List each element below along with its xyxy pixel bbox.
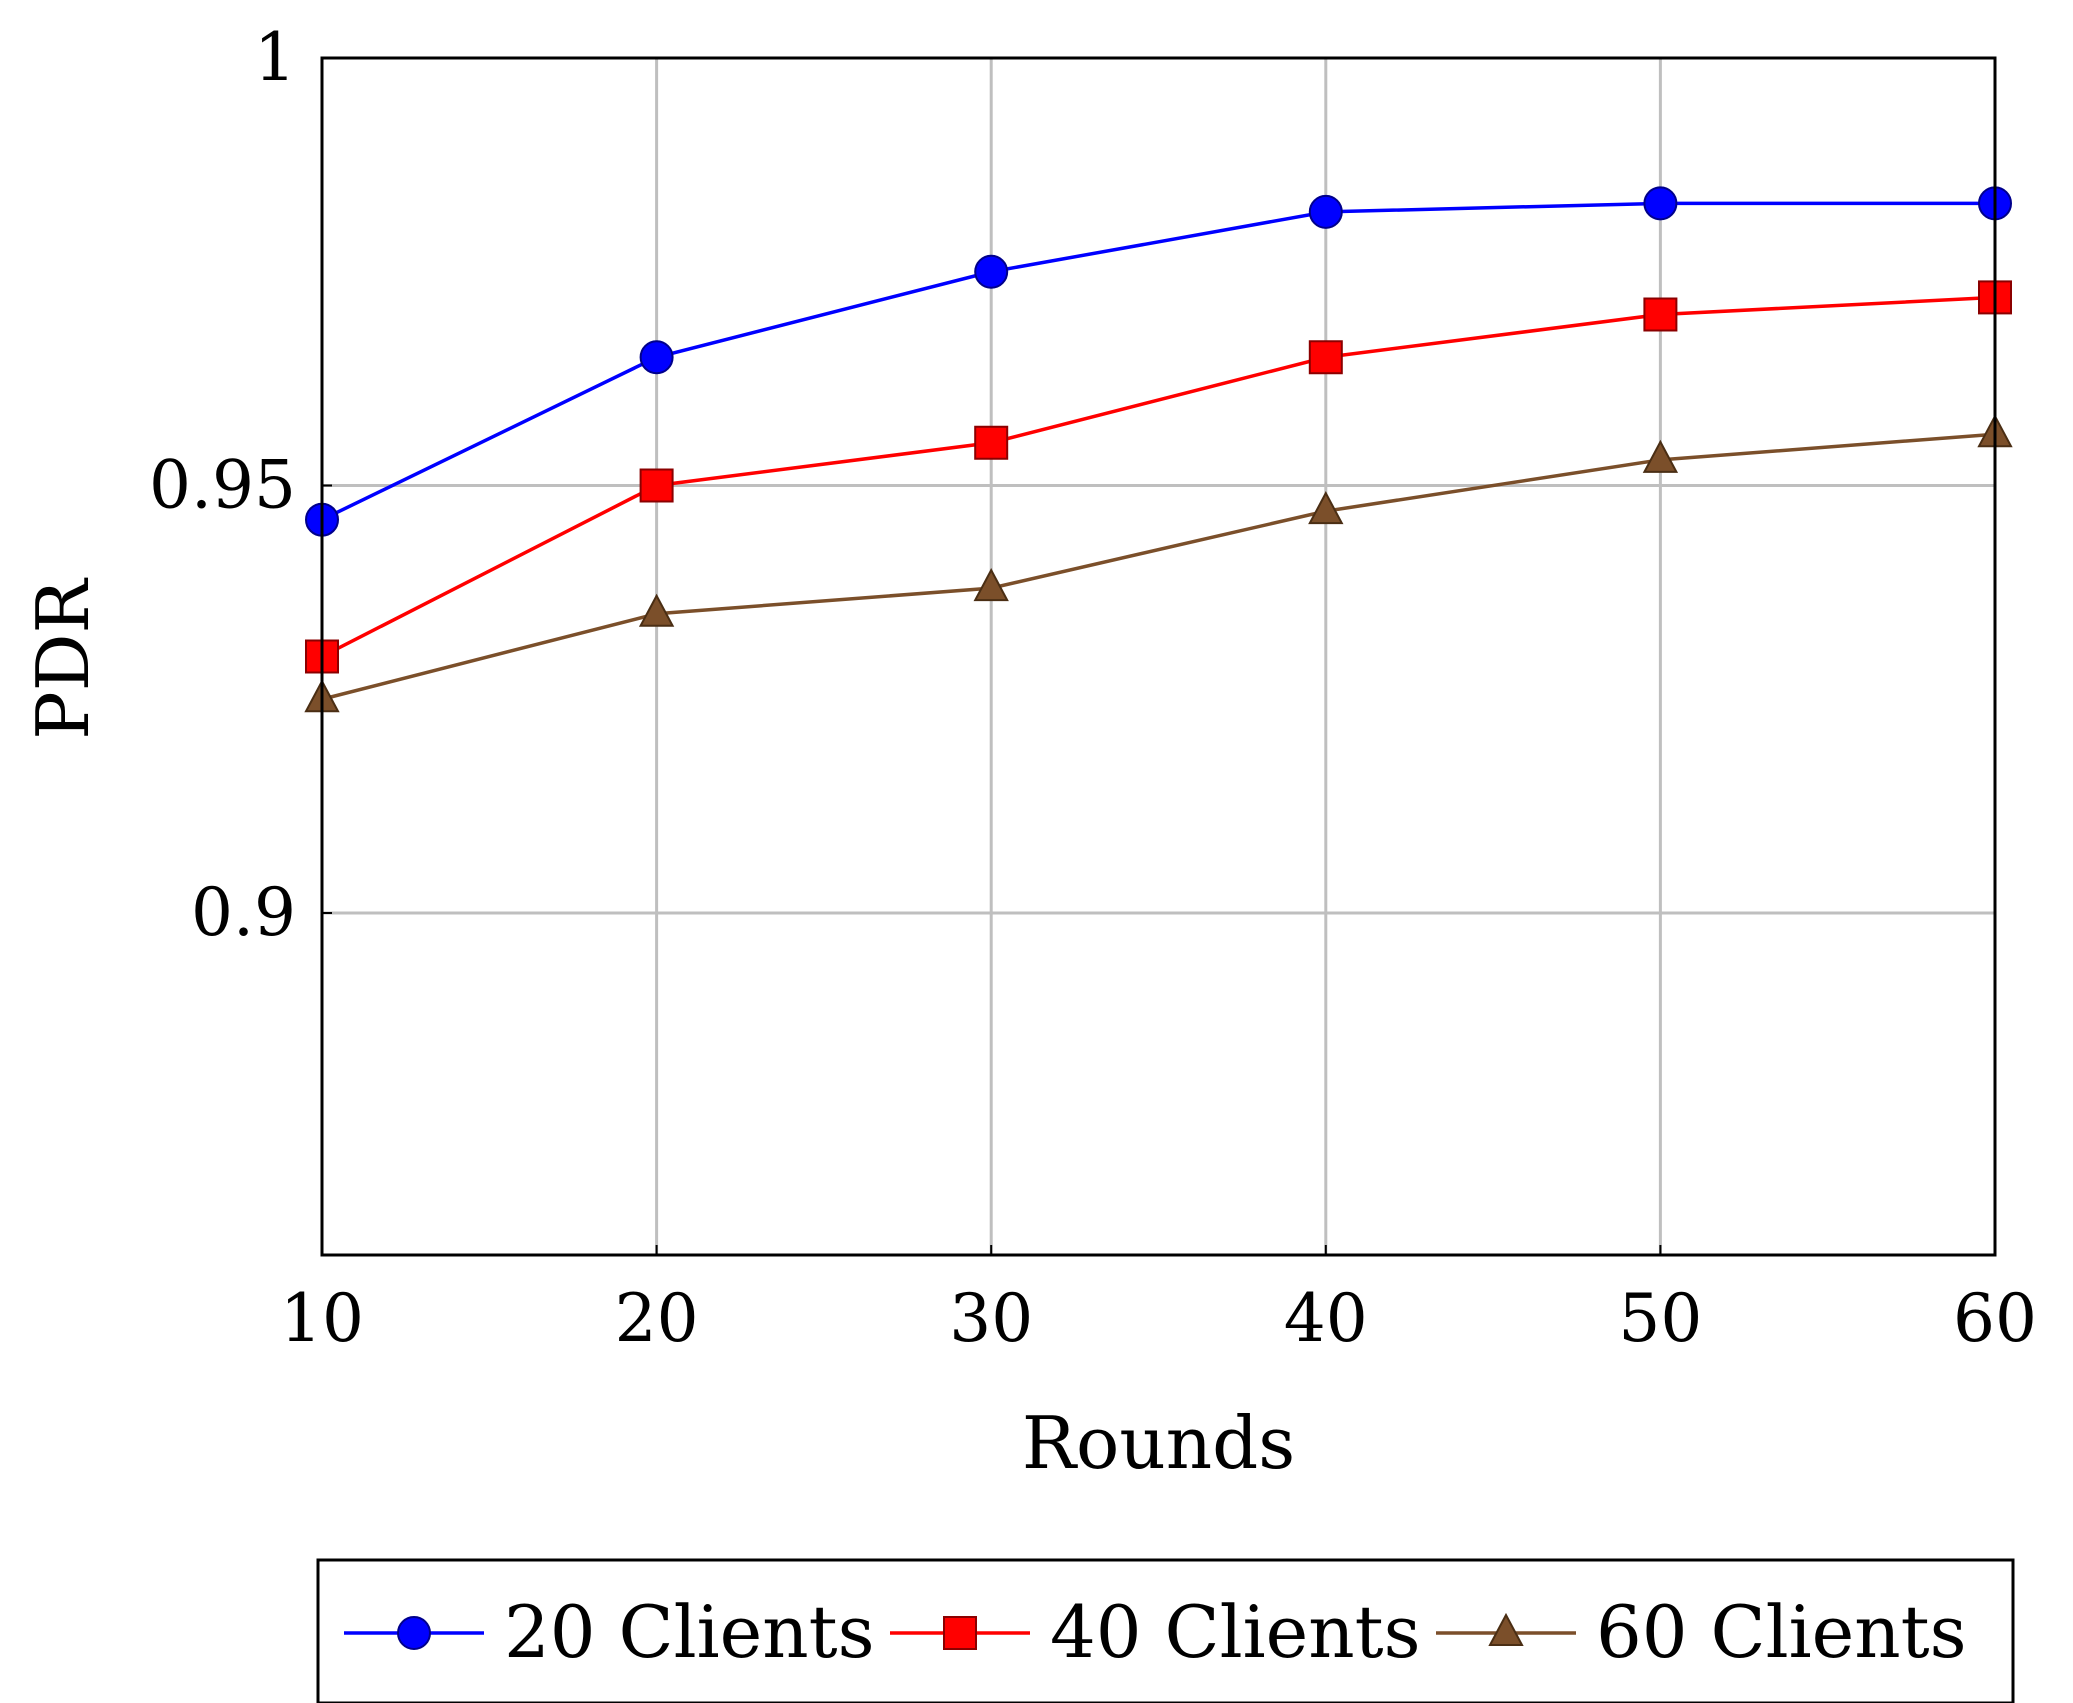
- grid: [320, 56, 1997, 1255]
- legend-item: 20 Clients: [344, 1590, 875, 1674]
- x-axis-label: Rounds: [1022, 1401, 1295, 1485]
- x-tick-label: 20: [615, 1280, 699, 1357]
- legend-marker: [1488, 1612, 1524, 1646]
- x-tick-label: 30: [949, 1280, 1033, 1357]
- data-point: [1643, 297, 1678, 332]
- x-tick-label: 40: [1284, 1280, 1368, 1357]
- data-point: [973, 567, 1009, 602]
- series-group: [304, 186, 2013, 713]
- series-3: [304, 414, 2013, 713]
- series-line: [321, 295, 1996, 659]
- legend-marker: [943, 1616, 977, 1650]
- series-2: [305, 280, 2012, 674]
- series-line: [321, 432, 1996, 701]
- legend-item: 60 Clients: [1436, 1590, 1967, 1674]
- x-tick-label: 50: [1618, 1280, 1702, 1357]
- data-point: [974, 254, 1009, 289]
- data-point: [639, 340, 674, 375]
- data-point: [1308, 194, 1343, 229]
- series-1: [305, 186, 2012, 537]
- data-point: [638, 593, 675, 627]
- plot-frame: [320, 56, 1997, 1257]
- legend-frame: [316, 1558, 2015, 1703]
- data-point: [1642, 439, 1679, 473]
- data-point: [1643, 186, 1678, 221]
- data-point: [1308, 491, 1344, 525]
- y-tick-label: 0.95: [149, 447, 296, 524]
- x-tick-label: 10: [280, 1280, 364, 1357]
- legend-label: 60 Clients: [1596, 1590, 1967, 1674]
- data-point: [639, 468, 674, 503]
- tick-labels: 10 20 30 40 50 60 0.9 0.95 1: [149, 19, 2037, 1357]
- legend: 20 Clients 40 Clients 60 Clients: [316, 1558, 2015, 1703]
- y-tick-label: 0.9: [191, 874, 296, 951]
- y-axis-label: PDR: [21, 578, 105, 740]
- legend-marker: [397, 1616, 431, 1650]
- y-tick-label: 1: [254, 19, 296, 96]
- legend-label: 20 Clients: [504, 1590, 875, 1674]
- legend-item: 40 Clients: [890, 1590, 1421, 1674]
- x-tick-label: 60: [1953, 1280, 2037, 1357]
- series-line: [321, 201, 1995, 522]
- data-point: [1308, 340, 1343, 375]
- data-point: [974, 425, 1009, 460]
- legend-label: 40 Clients: [1050, 1590, 1421, 1674]
